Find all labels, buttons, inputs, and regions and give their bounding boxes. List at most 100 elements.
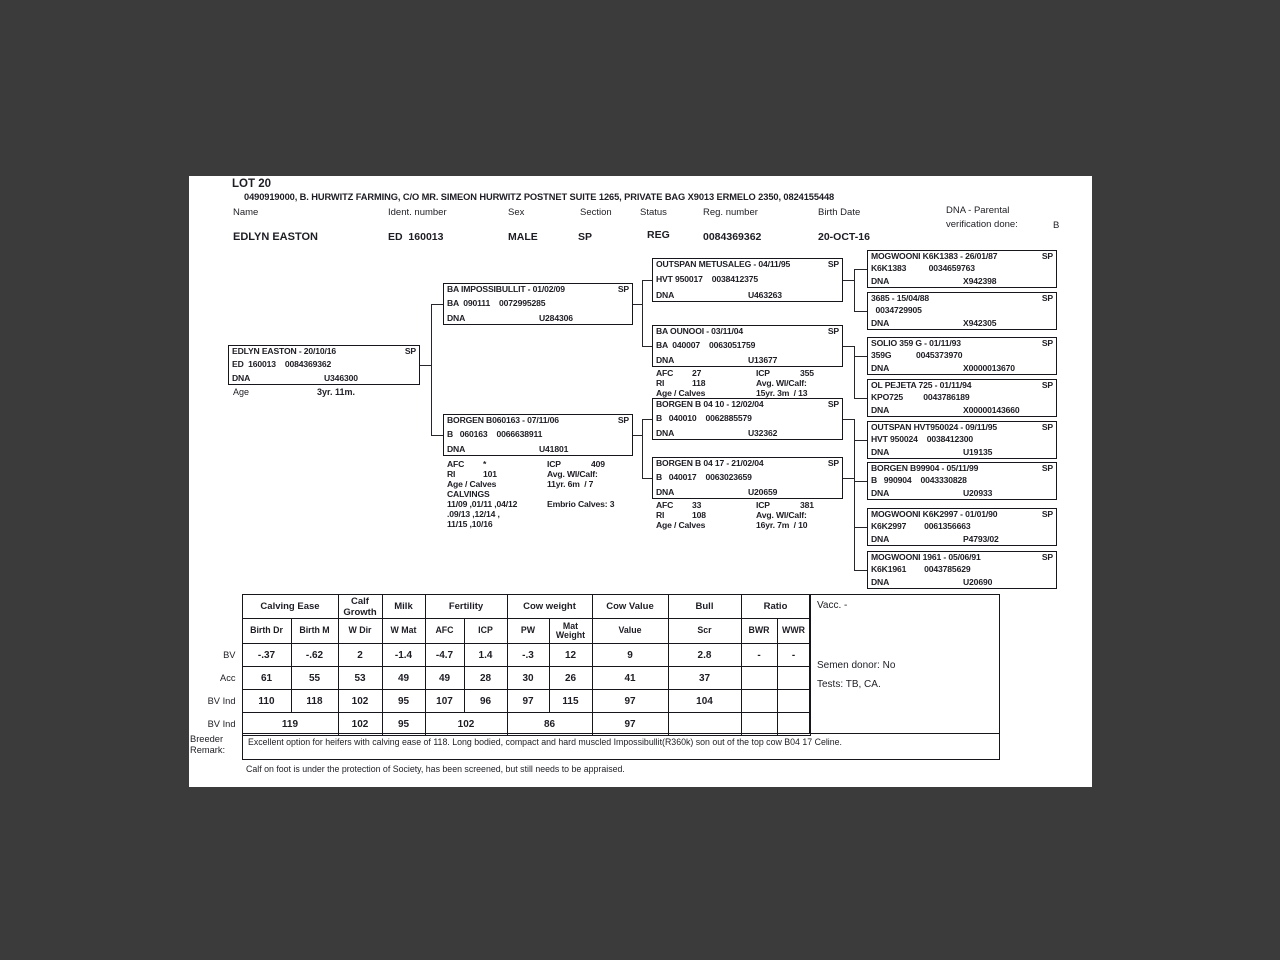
cell: -.37: [241, 643, 292, 667]
stat-label: Avg. Wl/Calf:: [756, 378, 807, 388]
ident-label: Ident. number: [388, 207, 447, 218]
pedigree-connector-line: [431, 304, 432, 436]
col-w-mat: W Mat: [381, 618, 426, 644]
col-birth-dr: Birth Dr: [241, 618, 292, 644]
pedigree-connector-line: [642, 419, 643, 479]
stat-label: RI: [656, 510, 665, 520]
dna-label: DNA: [656, 427, 675, 438]
animal-title: SOLIO 359 G - 01/11/93: [871, 338, 961, 348]
pedigree-box-gen4-6: BORGEN B99904 - 05/11/99 SP B 990904 0043…: [867, 462, 1057, 500]
pedigree-connector-line: [854, 570, 867, 571]
pedigree-box-sire-dam: BA OUNOOI - 03/11/04 SP BA 040007 0063051…: [652, 325, 843, 367]
stat-label: 16yr. 7m / 10: [756, 520, 808, 530]
pedigree-connector-line: [854, 356, 867, 357]
group-fertility: Fertility: [424, 594, 508, 619]
dna-value: X942305: [963, 317, 997, 328]
animal-id: B 040017 0063023659: [656, 472, 752, 483]
cell: [740, 689, 778, 713]
col-w-dir: W Dir: [337, 618, 383, 644]
animal-title: BA IMPOSSIBULLIT - 01/02/09: [447, 284, 565, 294]
animal-title: OL PEJETA 725 - 01/11/94: [871, 380, 972, 390]
semen-donor-text: Semen donor: No: [817, 660, 896, 671]
cell: 97: [591, 689, 669, 713]
cell: 110: [241, 689, 292, 713]
cell: 9: [591, 643, 669, 667]
dna-value: X00000143660: [963, 404, 1020, 415]
stat-label: Age / Calves: [447, 479, 497, 489]
animal-title: MOGWOONI K6K1383 - 26/01/87: [871, 251, 998, 261]
pedigree-connector-line: [854, 527, 867, 528]
breeder-remark-label-line1: Breeder: [190, 734, 224, 744]
dna-label: DNA: [232, 372, 251, 383]
cell: 61: [241, 666, 292, 690]
cell: -: [776, 643, 811, 667]
animal-title: EDLYN EASTON - 20/10/16: [232, 346, 337, 356]
sex-label: Sex: [508, 207, 525, 218]
animal-title: MOGWOONI 1961 - 05/06/91: [871, 552, 981, 562]
dam-dam-stats: AFC 33 ICP 381 RI 108 Avg. Wl/Calf: Age / Cal…: [656, 500, 814, 530]
cell: 102: [337, 689, 383, 713]
breeder-address: 0490919000, B. HURWITZ FARMING, C/O MR. …: [244, 192, 835, 202]
col-mat-weight: Mat Weight: [548, 618, 593, 644]
group-milk: Milk: [381, 594, 426, 619]
stat-value: 355: [800, 368, 814, 378]
cell: 104: [667, 689, 742, 713]
pedigree-box-gen4-2: 3685 - 15/04/88 SP 0034729905 DNA X942305: [867, 292, 1057, 330]
row-label: BV Ind: [207, 719, 236, 729]
pedigree-box-sire-sire: OUTSPAN METUSALEG - 04/11/95 SP HVT 95001…: [652, 258, 843, 302]
pedigree-connector-line: [854, 346, 855, 398]
dna-label: DNA: [871, 533, 890, 544]
section-flag: SP: [827, 326, 839, 336]
age-value: 3yr. 11m.: [317, 387, 356, 397]
dna-parental-label: DNA - Parental: [946, 205, 1010, 216]
animal-title: MOGWOONI K6K2997 - 01/01/90: [871, 509, 998, 519]
pedigree-connector-line: [843, 280, 854, 281]
dna-label: DNA: [871, 362, 890, 373]
section-flag: SP: [617, 284, 629, 294]
cell: 102: [424, 712, 508, 736]
dam-fertility-stats: AFC * ICP 409 RI 101 Avg. Wl/Calf: Age / Calv…: [447, 459, 614, 529]
group-ratio: Ratio: [740, 594, 811, 619]
section-flag: SP: [1041, 509, 1053, 519]
cell: 55: [290, 666, 339, 690]
lot-number: LOT 20: [232, 178, 271, 190]
animal-title: BORGEN B 04 10 - 12/02/04: [656, 399, 764, 409]
section-flag: SP: [1041, 552, 1053, 562]
table-row-bvind: BV Ind 110 118 102 95 107 96 97 115 97 104: [189, 689, 811, 713]
section-flag: SP: [1041, 380, 1053, 390]
cell: 28: [463, 666, 508, 690]
stat-label: ICP: [756, 368, 770, 378]
cell: 49: [381, 666, 426, 690]
section-flag: SP: [827, 399, 839, 409]
animal-name-value: EDLYN EASTON: [233, 231, 318, 243]
cell: 30: [506, 666, 550, 690]
pedigree-connector-line: [843, 346, 854, 347]
col-value: Value: [591, 618, 669, 644]
stat-label: [547, 509, 591, 519]
col-wwr: WWR: [776, 618, 811, 644]
society-footnote: Calf on foot is under the protection of …: [246, 764, 625, 774]
dna-value: P4793/02: [963, 533, 999, 544]
cell: 95: [381, 712, 426, 736]
pedigree-connector-line: [854, 269, 855, 311]
animal-title: BA OUNOOI - 03/11/04: [656, 326, 743, 336]
animal-id: BA 040007 0063051759: [656, 340, 756, 351]
dna-value: U41801: [539, 443, 569, 454]
cell: 1.4: [463, 643, 508, 667]
calvings-dates: 11/09 ,01/11 ,04/12: [447, 499, 518, 509]
cell: 96: [463, 689, 508, 713]
reg-label: Reg. number: [703, 207, 758, 218]
dna-value: U463263: [748, 289, 782, 300]
cell: [776, 666, 811, 690]
stat-label: Avg. Wl/Calf:: [756, 510, 807, 520]
pedigree-connector-line: [843, 478, 854, 479]
birthdate-value: 20-OCT-16: [818, 231, 870, 243]
stat-label: ICP: [547, 459, 561, 469]
section-flag: SP: [1041, 251, 1053, 261]
animal-id: BA 090111 0072995285: [447, 298, 546, 309]
pedigree-box-gen4-8: MOGWOONI 1961 - 05/06/91 SP K6K1961 00437…: [867, 551, 1057, 589]
pedigree-connector-line: [633, 304, 642, 305]
dna-label: DNA: [656, 289, 675, 300]
group-calving-ease: Calving Ease: [241, 594, 339, 619]
dna-label: DNA: [656, 486, 675, 497]
